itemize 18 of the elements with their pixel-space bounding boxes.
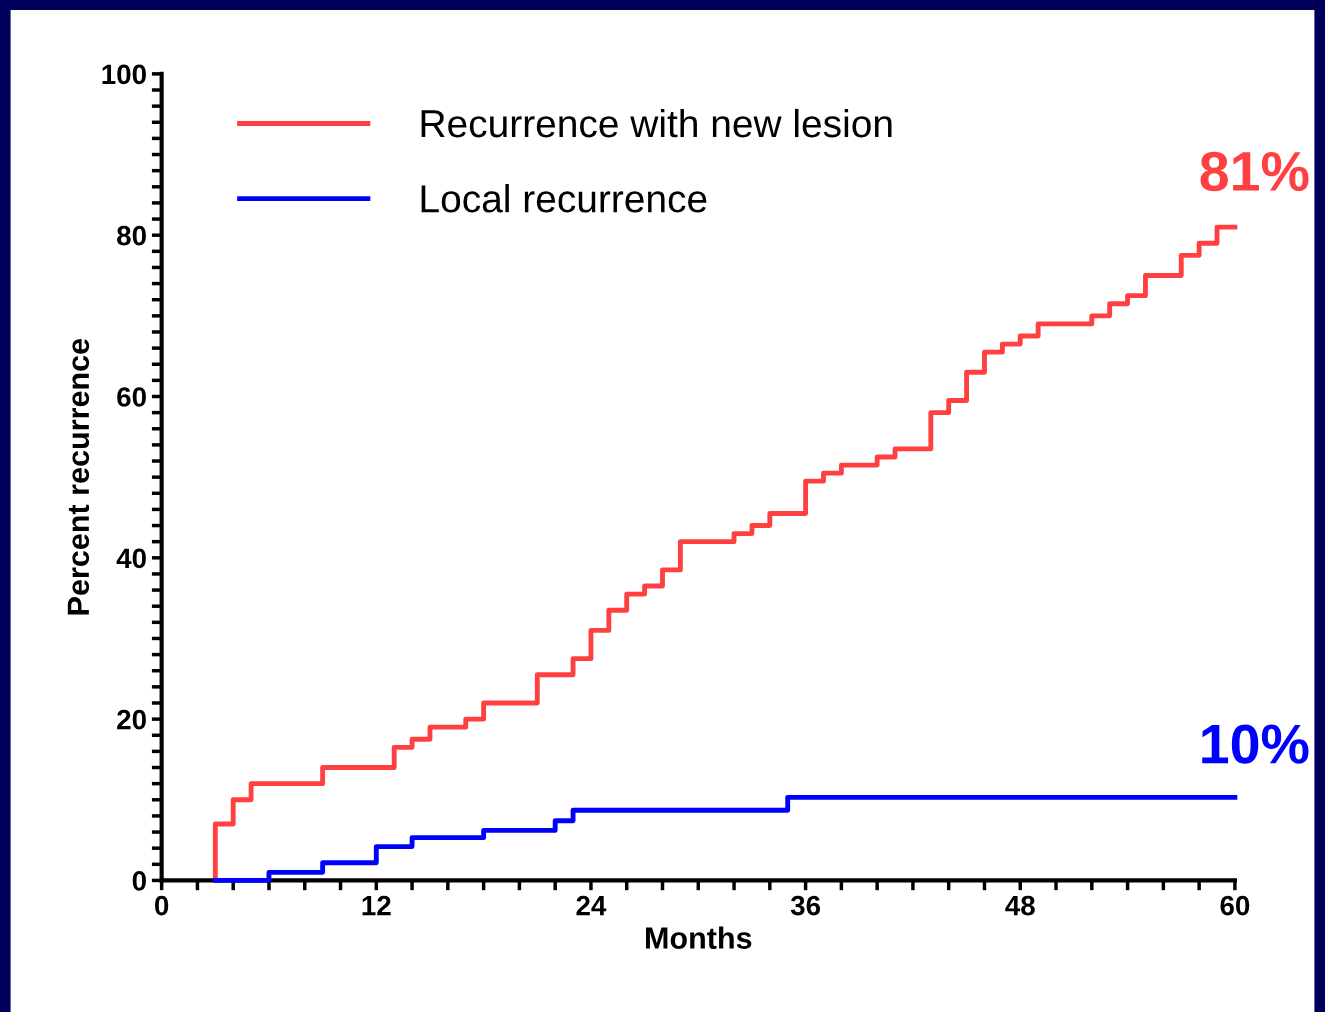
- legend-label: Local recurrence: [421, 184, 707, 213]
- annotation: 81%: [1200, 151, 1309, 192]
- legend-label: Recurrence with new lesion: [421, 108, 892, 138]
- y-tick-label: 100: [102, 64, 146, 85]
- x-tick-label: 24: [576, 895, 607, 916]
- x-tick-label: 36: [790, 895, 821, 916]
- x-tick-label: 12: [362, 895, 391, 916]
- y-axis-title: Percent recurrence: [67, 338, 90, 615]
- x-tick-label: 60: [1220, 895, 1250, 916]
- y-tick-label: 80: [117, 225, 146, 246]
- y-tick-label: 40: [116, 548, 146, 569]
- x-axis-title: Months: [646, 926, 752, 949]
- y-tick-label: 60: [117, 387, 146, 407]
- y-tick-label: 20: [117, 709, 146, 730]
- y-tick-label: 0: [132, 871, 146, 891]
- annotation: 10%: [1202, 724, 1309, 764]
- x-tick-label: 48: [1005, 895, 1035, 916]
- x-tick-label: 0: [155, 895, 169, 916]
